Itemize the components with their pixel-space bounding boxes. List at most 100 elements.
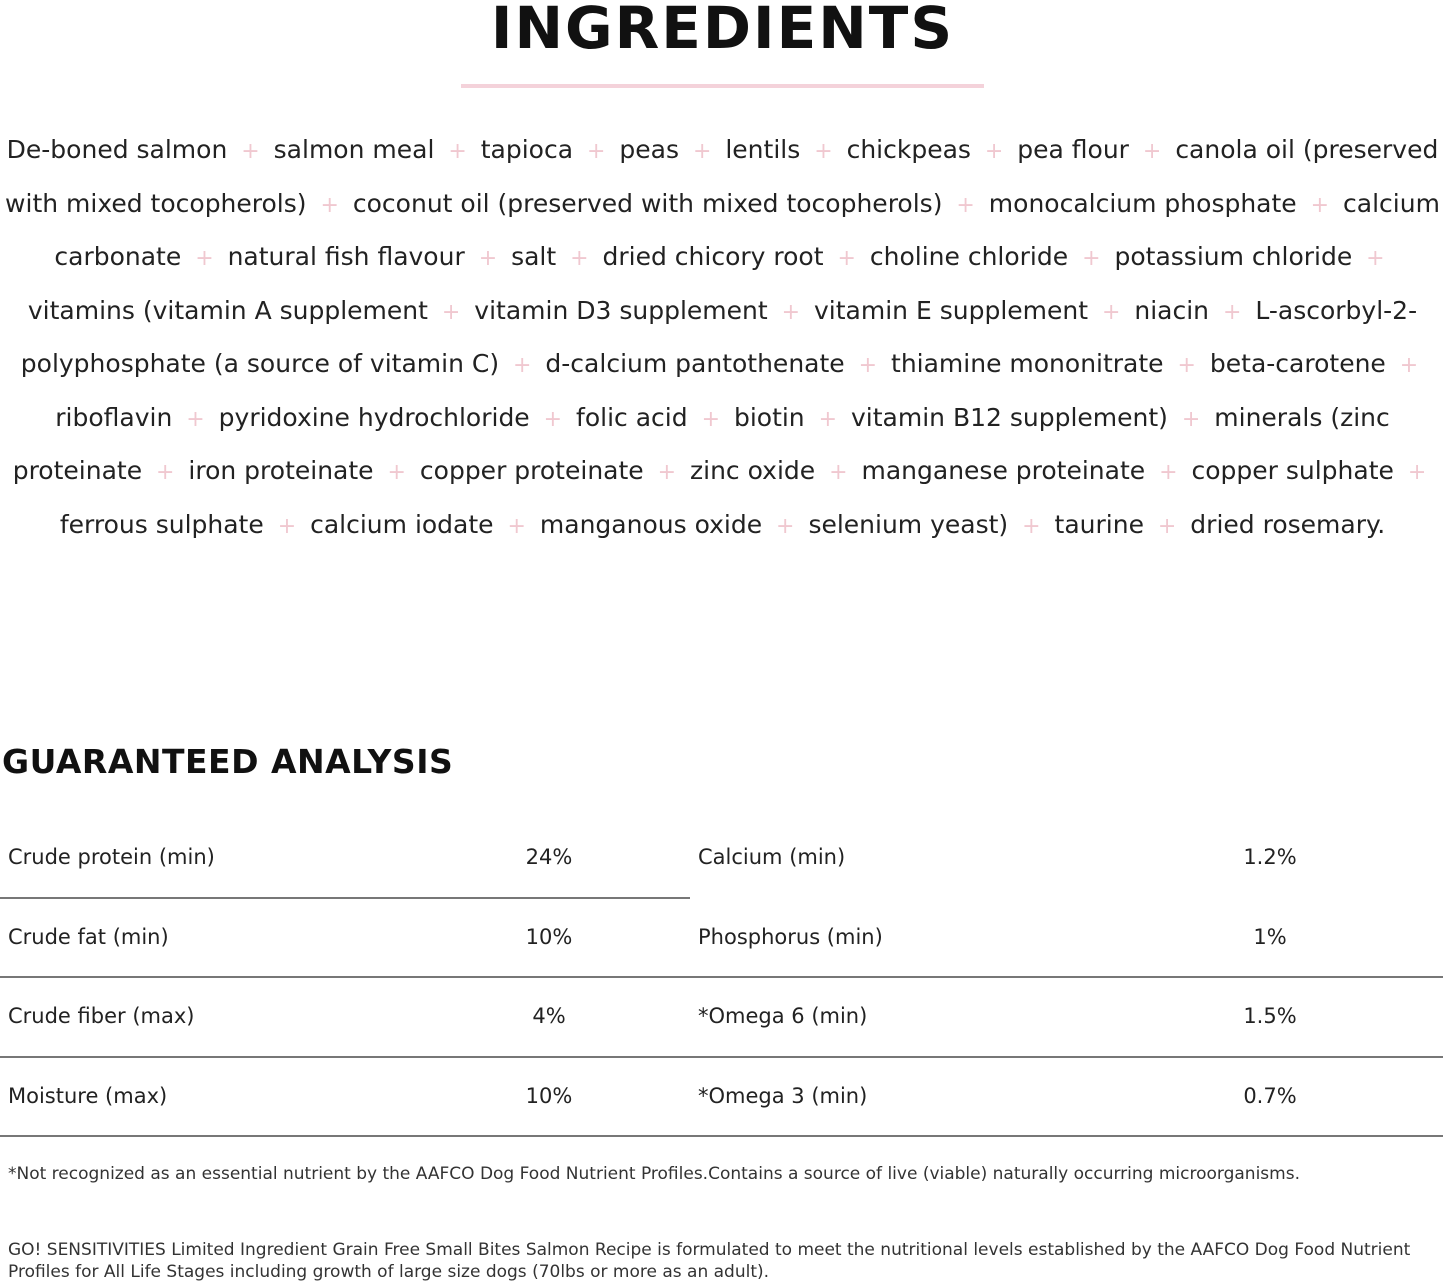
ingredient: folic acid bbox=[576, 402, 688, 432]
plus-separator-icon: + bbox=[1157, 513, 1177, 539]
plus-separator-icon: + bbox=[1142, 139, 1162, 164]
plus-separator-icon: + bbox=[657, 460, 677, 485]
ingredient: tapioca bbox=[480, 135, 574, 164]
nutrient-value: 24% bbox=[525, 845, 573, 869]
ingredient: canola oil (preserved with mixed tocophe… bbox=[5, 135, 1439, 218]
plus-separator-icon: + bbox=[956, 192, 975, 218]
plus-separator-icon: + bbox=[1082, 246, 1101, 271]
aafco-statement: GO! SENSITIVITIES Limited Ingredient Gra… bbox=[8, 1240, 1411, 1282]
ingredient: peas bbox=[619, 135, 679, 164]
ingredient: calcium carbonate bbox=[54, 188, 1440, 272]
ingredient: copper sulphate bbox=[1191, 456, 1394, 485]
ingredient: vitamin E supplement bbox=[814, 295, 1089, 325]
plus-separator-icon: + bbox=[1159, 460, 1178, 485]
ingredient: vitamin B12 supplement) bbox=[851, 402, 1168, 432]
plus-separator-icon: + bbox=[781, 299, 801, 325]
nutrient-label: Moisture (max) bbox=[8, 1084, 168, 1108]
ingredient: pyridoxine hydrochloride bbox=[218, 402, 530, 432]
nutrient-value: 10% bbox=[525, 925, 573, 949]
plus-separator-icon: + bbox=[1407, 460, 1427, 485]
plus-separator-icon: + bbox=[441, 299, 461, 325]
plus-separator-icon: + bbox=[776, 513, 795, 539]
ingredient: natural fish flavour bbox=[227, 242, 465, 271]
ingredient: L-ascorbyl-2-polyphosphate (a source of … bbox=[20, 295, 1418, 379]
plus-separator-icon: + bbox=[818, 406, 838, 432]
plus-separator-icon: + bbox=[277, 513, 297, 539]
ingredients-title: INGREDIENTS bbox=[490, 0, 955, 62]
ingredient: riboflavin bbox=[55, 402, 173, 432]
plus-separator-icon: + bbox=[814, 139, 833, 164]
nutrient-label: Calcium (min) bbox=[698, 845, 846, 869]
ingredient: thiamine mononitrate bbox=[891, 349, 1164, 378]
plus-separator-icon: + bbox=[984, 139, 1004, 164]
ingredient: salmon meal bbox=[273, 135, 435, 164]
ingredient: copper proteinate bbox=[419, 456, 644, 485]
row-divider bbox=[0, 897, 690, 899]
nutrient-value: 1% bbox=[1253, 925, 1287, 949]
plus-separator-icon: + bbox=[829, 460, 848, 485]
plus-separator-icon: + bbox=[1177, 353, 1196, 378]
plus-separator-icon: + bbox=[1101, 299, 1121, 325]
nutrient-label: *Omega 6 (min) bbox=[698, 1004, 868, 1028]
ingredient: monocalcium phosphate bbox=[988, 188, 1297, 218]
ingredients-list: De-boned salmon + salmon meal + tapioca … bbox=[0, 124, 1445, 552]
nutrient-value: 4% bbox=[532, 1004, 566, 1028]
plus-separator-icon: + bbox=[1366, 246, 1385, 271]
ingredient: d-calcium pantothenate bbox=[545, 349, 845, 378]
ingredient: manganous oxide bbox=[539, 509, 763, 539]
row-divider bbox=[0, 1135, 1443, 1137]
ingredient: vitamin D3 supplement bbox=[474, 295, 768, 325]
nutrient-label: Crude protein (min) bbox=[8, 845, 215, 869]
plus-separator-icon: + bbox=[570, 246, 589, 271]
plus-separator-icon: + bbox=[1222, 299, 1242, 325]
ingredient: De-boned salmon bbox=[6, 135, 228, 164]
guaranteed-analysis-title: GUARANTEED ANALYSIS bbox=[2, 742, 454, 781]
ingredient: ferrous sulphate bbox=[59, 509, 264, 539]
plus-separator-icon: + bbox=[858, 353, 878, 378]
nutrient-value: 1.2% bbox=[1243, 845, 1297, 869]
plus-separator-icon: + bbox=[448, 139, 467, 164]
ingredient: zinc oxide bbox=[690, 456, 816, 485]
ingredient: potassium chloride bbox=[1114, 242, 1353, 271]
ingredient: selenium yeast) bbox=[808, 509, 1009, 539]
ingredient: biotin bbox=[733, 402, 805, 432]
nutrient-value: 0.7% bbox=[1243, 1084, 1297, 1108]
ingredient: lentils bbox=[725, 135, 801, 164]
ingredient: choline chloride bbox=[869, 242, 1069, 271]
nutrient-value: 1.5% bbox=[1243, 1004, 1297, 1028]
plus-separator-icon: + bbox=[478, 246, 498, 271]
ingredient: beta-carotene bbox=[1209, 349, 1386, 378]
title-underline bbox=[461, 84, 984, 88]
ingredient: dried rosemary. bbox=[1190, 509, 1386, 539]
plus-separator-icon: + bbox=[156, 460, 175, 485]
ingredient: pea flour bbox=[1017, 135, 1129, 164]
plus-separator-icon: + bbox=[587, 139, 606, 164]
plus-separator-icon: + bbox=[387, 460, 406, 485]
plus-separator-icon: + bbox=[1181, 406, 1201, 432]
ingredient: vitamins (vitamin A supplement bbox=[27, 295, 428, 325]
plus-separator-icon: + bbox=[701, 406, 720, 432]
ingredient: manganese proteinate bbox=[861, 456, 1146, 485]
nutrient-label: Phosphorus (min) bbox=[698, 925, 883, 949]
ingredient: calcium iodate bbox=[310, 509, 494, 539]
plus-separator-icon: + bbox=[1022, 513, 1041, 539]
plus-separator-icon: + bbox=[837, 246, 856, 271]
plus-separator-icon: + bbox=[692, 139, 712, 164]
ingredient: salt bbox=[511, 242, 557, 271]
ingredient: taurine bbox=[1054, 509, 1144, 539]
ingredient: iron proteinate bbox=[188, 456, 374, 485]
plus-separator-icon: + bbox=[186, 406, 205, 432]
ingredient: niacin bbox=[1134, 295, 1210, 325]
nutrient-label: *Omega 3 (min) bbox=[698, 1084, 868, 1108]
plus-separator-icon: + bbox=[543, 406, 563, 432]
ingredient: chickpeas bbox=[846, 135, 971, 164]
nutrient-label: Crude fiber (max) bbox=[8, 1004, 195, 1028]
plus-separator-icon: + bbox=[507, 513, 526, 539]
row-divider bbox=[0, 976, 1443, 978]
ingredient: coconut oil (preserved with mixed tocoph… bbox=[352, 188, 943, 218]
ingredient: dried chicory root bbox=[602, 242, 824, 271]
footnote: *Not recognized as an essential nutrient… bbox=[8, 1164, 1300, 1184]
plus-separator-icon: + bbox=[513, 353, 532, 378]
ingredient: minerals (zinc proteinate bbox=[12, 402, 1390, 486]
plus-separator-icon: + bbox=[241, 139, 260, 164]
